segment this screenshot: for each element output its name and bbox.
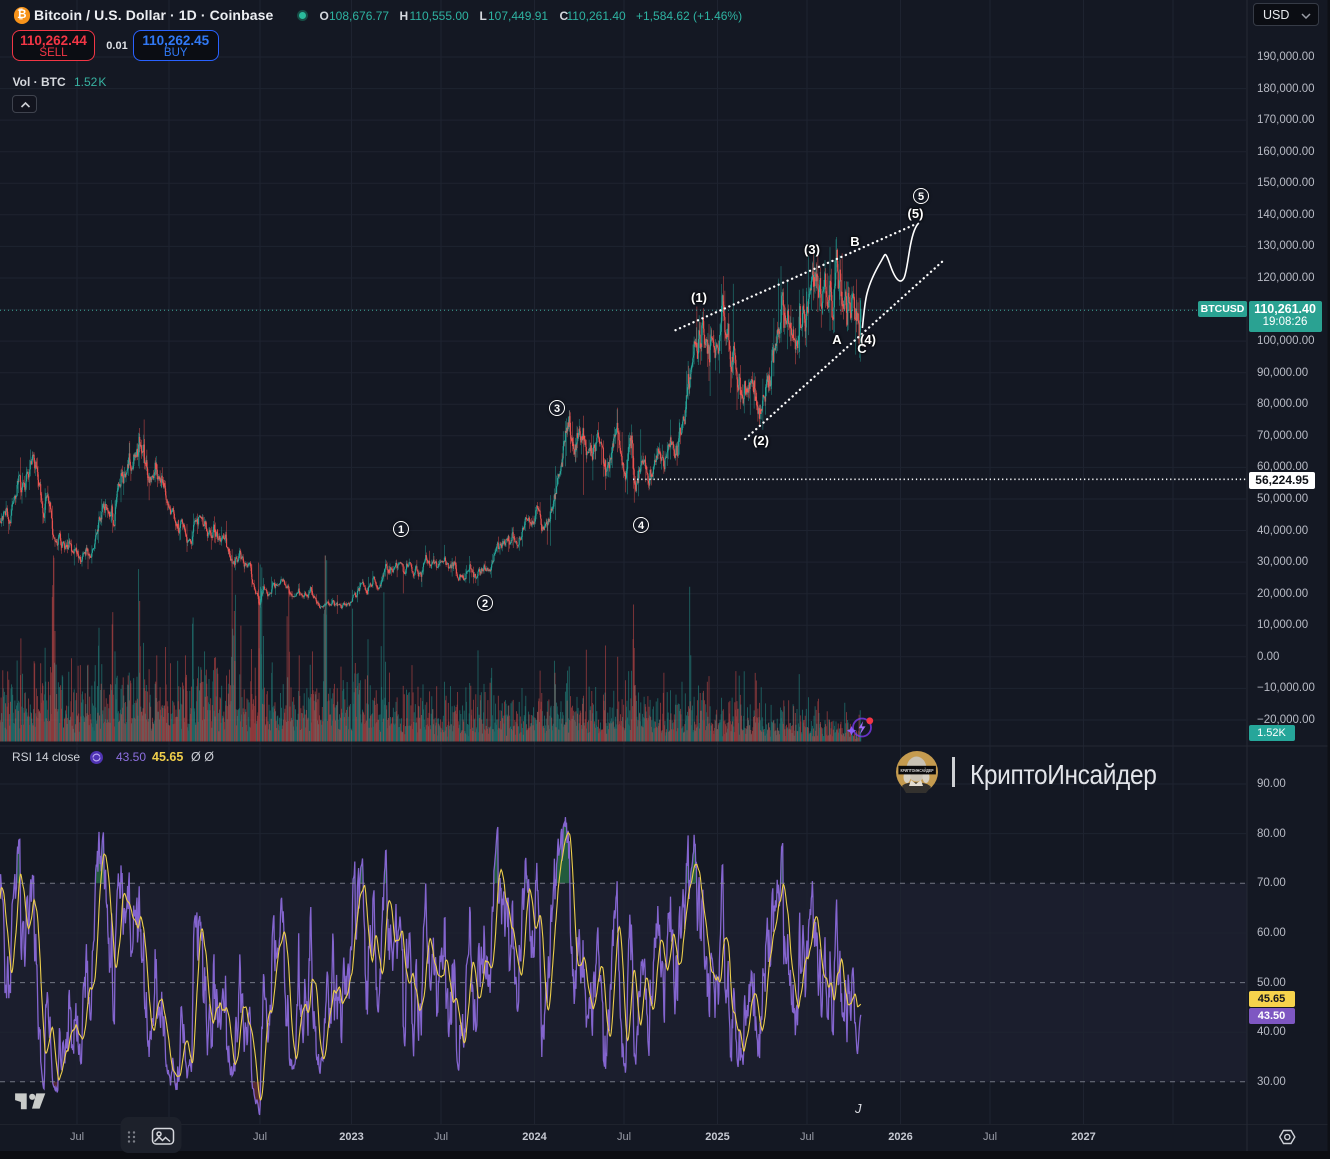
- svg-text:КРИПТОИНСАЙДЕР: КРИПТОИНСАЙДЕР: [901, 768, 934, 773]
